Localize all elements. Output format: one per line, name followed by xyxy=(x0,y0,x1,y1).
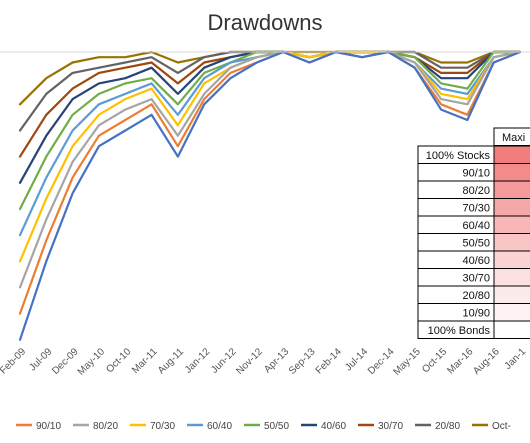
table-value-cell xyxy=(493,303,530,322)
series-line-1 xyxy=(18,50,522,341)
legend-label: 20/80 xyxy=(435,421,460,432)
table-value-cell xyxy=(493,285,530,304)
max-drawdown-table: Maxi 100% Stocks 90/10 80/20 70/30 60/40 50/50… xyxy=(417,127,530,339)
table-value-cell xyxy=(493,180,530,199)
table-row-label: 100% Bonds xyxy=(428,325,491,337)
legend-label: 30/70 xyxy=(378,421,403,432)
table-row-label: 80/20 xyxy=(462,185,490,197)
legend-label: 70/30 xyxy=(150,421,175,432)
legend: 90/10 80/20 70/30 60/40 50/50 40/60 30/70 20/80… xyxy=(16,421,511,432)
series-layer xyxy=(0,50,530,341)
table-row-label: 70/30 xyxy=(462,203,490,215)
table-value-cell xyxy=(493,145,530,164)
legend-label: 80/20 xyxy=(93,421,118,432)
table-row-label: 20/80 xyxy=(462,290,490,302)
legend-label: 60/40 xyxy=(207,421,232,432)
table-row-label: 100% Stocks xyxy=(426,150,491,162)
table-row-label: 10/90 xyxy=(462,308,490,320)
legend-label: 40/60 xyxy=(321,421,346,432)
table-value-cell xyxy=(493,250,530,269)
table-value-cell xyxy=(493,215,530,234)
legend-label: Oct- xyxy=(492,421,511,432)
table-row-label: 60/40 xyxy=(462,220,490,232)
table-value-cell xyxy=(493,198,530,217)
legend-label: 50/50 xyxy=(264,421,289,432)
table-row-label: 40/60 xyxy=(462,255,490,267)
table-value-cell xyxy=(493,233,530,252)
series-line-3 xyxy=(18,50,522,289)
table-value-cell xyxy=(493,163,530,182)
table-row-label: 30/70 xyxy=(462,273,490,285)
table-row-label: 50/50 xyxy=(462,238,490,250)
chart-title: Drawdowns xyxy=(208,10,323,35)
table-value-cell xyxy=(493,320,530,339)
legend-label: 90/10 xyxy=(36,421,61,432)
table-value-cell xyxy=(493,268,530,287)
table-row-label: 90/10 xyxy=(462,168,490,180)
table-header-label: Maxi xyxy=(502,132,525,144)
